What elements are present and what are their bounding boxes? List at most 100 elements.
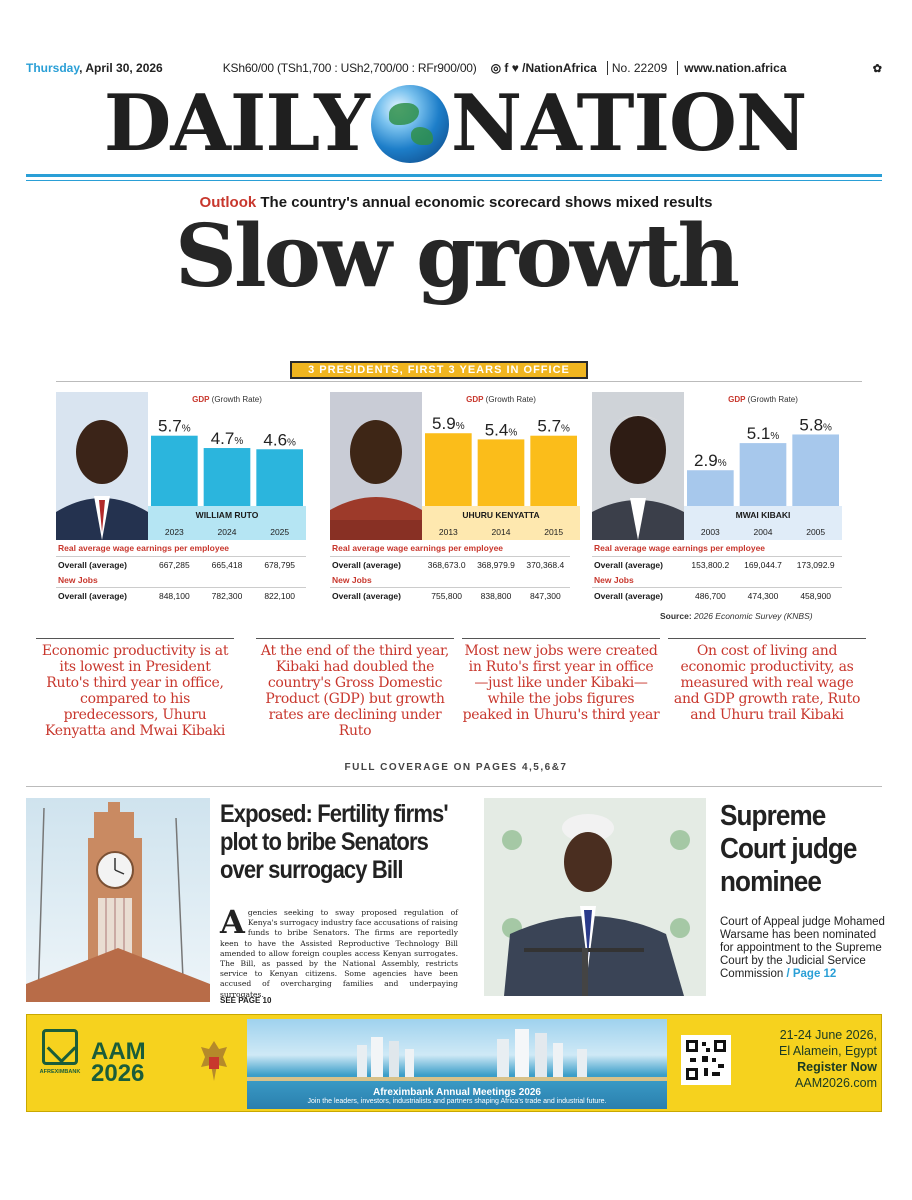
gdp-chart-ruto: GDP (Growth Rate) 5.7% 4.7% 4.6% WILLIAM R… xyxy=(148,392,306,540)
gdp-chart-uhuru: GDP (Growth Rate) 5.9% 5.4% 5.7% UHURU KEN… xyxy=(422,392,580,540)
pull-quote: Most new jobs were created in Ruto's fir… xyxy=(462,638,660,723)
coverage-note: FULL COVERAGE ON PAGES 4,5,6&7 xyxy=(344,762,568,773)
story-headline[interactable]: Supreme Court judge nominee xyxy=(720,800,857,898)
website-link[interactable]: www.nation.africa xyxy=(677,61,787,75)
infographic-title: 3 PRESIDENTS, FIRST 3 YEARS IN OFFICE xyxy=(290,361,588,379)
jobs-row: Overall (average) 755,800 838,800 847,300 xyxy=(330,587,570,604)
gdp-bar xyxy=(687,470,734,506)
gdp-value-label: 5.9% xyxy=(432,414,465,433)
afreximbank-logo: AFREXIMBANK xyxy=(35,1029,85,1099)
year-band xyxy=(422,506,580,540)
jobs-row: Overall (average) 848,100 782,300 822,100 xyxy=(56,587,306,604)
gdp-bars: 5.7% 4.7% 4.6% xyxy=(148,417,306,540)
gdp-value-label: 4.7% xyxy=(211,429,244,448)
kicker: Outlook The country's annual economic sc… xyxy=(0,194,912,211)
gdp-value-label: 2.9% xyxy=(694,451,727,470)
masthead-nation: NATION xyxy=(450,78,807,169)
edition-date: Thursday, April 30, 2026 xyxy=(26,61,163,75)
social-handles: ◎ f ♥ /NationAfrica xyxy=(490,61,597,75)
year-label: 2015 xyxy=(544,527,564,537)
portrait-photo xyxy=(56,392,148,540)
gdp-value-label: 5.7% xyxy=(158,417,191,436)
gdp-value-label: 4.6% xyxy=(263,430,296,449)
masthead: DAILY NATION xyxy=(60,78,850,170)
wage-row: Overall (average) 368,673.0 368,979.9 370,… xyxy=(330,556,570,573)
gdp-bar xyxy=(739,443,787,506)
year-label: 2013 xyxy=(438,527,458,537)
parliament-tower-photo xyxy=(26,798,210,1002)
chart-title: GDP (Growth Rate) xyxy=(192,395,262,404)
portrait-photo xyxy=(330,392,422,540)
eagle-emblem-icon xyxy=(199,1039,229,1083)
portrait-photo xyxy=(592,392,684,540)
jobs-heading: New Jobs xyxy=(594,575,634,585)
year-label: 2003 xyxy=(700,527,720,537)
wage-row: Overall (average) 153,800.2 169,044.7 173,… xyxy=(592,556,842,573)
gdp-bar xyxy=(530,435,577,506)
jobs-row: Overall (average) 486,700 474,300 458,900 xyxy=(592,587,842,604)
gdp-chart-kibaki: GDP (Growth Rate) 2.9% 5.1% 5.8% MWAI KIBA… xyxy=(684,392,842,540)
kicker-label: Outlook xyxy=(199,194,257,211)
gdp-value-label: 5.8% xyxy=(799,415,832,434)
gdp-bars: 5.9% 5.4% 5.7% xyxy=(422,414,580,540)
year-labels: 2023 2024 2025 xyxy=(148,524,306,540)
president-name: WILLIAM RUTO xyxy=(195,510,259,520)
year-band xyxy=(684,506,842,540)
gdp-bar xyxy=(792,434,839,506)
jobs-heading: New Jobs xyxy=(332,575,372,585)
story-headline[interactable]: Exposed: Fertility firms' plot to bribe … xyxy=(220,800,449,884)
chart-title: GDP (Growth Rate) xyxy=(728,395,798,404)
gdp-value-label: 5.7% xyxy=(537,417,570,436)
gdp-bars: 2.9% 5.1% 5.8% xyxy=(684,415,842,540)
year-labels: 2013 2014 2015 xyxy=(422,524,580,540)
section-divider xyxy=(26,786,882,787)
pull-quote: At the end of the third year, Kibaki had… xyxy=(256,638,454,739)
year-label: 2023 xyxy=(164,527,184,537)
city-skyline-image: Afreximbank Annual Meetings 2026 Join th… xyxy=(247,1019,667,1109)
gear-icon: ✿ xyxy=(872,62,882,75)
cover-price: KSh60/00 (TSh1,700 : USh2,700/00 : RFr90… xyxy=(222,61,477,75)
chart-source: Source: 2026 Economic Survey (KNBS) xyxy=(660,611,813,621)
register-cta[interactable]: Register Now xyxy=(797,1060,877,1074)
issue-number: No. 22209 xyxy=(606,61,667,75)
year-label: 2004 xyxy=(753,527,773,537)
chart-title: GDP (Growth Rate) xyxy=(466,395,536,404)
gdp-bar xyxy=(203,448,251,506)
page-headline: Slow growth xyxy=(174,206,740,307)
pull-quote: On cost of living and economic productiv… xyxy=(668,638,866,723)
wage-heading: Real average wage earnings per employee xyxy=(58,543,230,553)
masthead-rule xyxy=(26,174,882,177)
jobs-heading: New Jobs xyxy=(58,575,98,585)
masthead-daily: DAILY xyxy=(103,78,370,169)
masthead-rule-thin xyxy=(26,180,882,181)
gdp-bar xyxy=(477,439,525,506)
wage-row: Overall (average) 667,285 665,418 678,795 xyxy=(56,556,306,573)
afreximbank-ad-banner[interactable]: AFREXIMBANK AAM 2026 Afreximbank Annual M… xyxy=(26,1014,882,1112)
qr-code-icon[interactable] xyxy=(681,1035,731,1085)
globe-icon xyxy=(370,85,449,163)
judge-photo xyxy=(484,798,706,996)
gdp-value-label: 5.1% xyxy=(747,424,780,443)
aam-logo-text: AAM 2026 xyxy=(91,1038,146,1087)
year-band xyxy=(148,506,306,540)
gdp-bar xyxy=(151,435,198,506)
president-name: MWAI KIBAKI xyxy=(735,510,791,520)
president-name: UHURU KENYATTA xyxy=(462,510,540,520)
year-label: 2014 xyxy=(491,527,511,537)
year-labels: 2003 2004 2005 xyxy=(684,524,842,540)
ad-caption: Afreximbank Annual Meetings 2026 Join th… xyxy=(307,1087,607,1105)
infographic-rule xyxy=(56,381,862,382)
gdp-bar xyxy=(256,449,303,506)
ad-url[interactable]: AAM2026.com xyxy=(795,1076,877,1090)
year-label: 2024 xyxy=(217,527,237,537)
gdp-bar xyxy=(425,433,472,506)
story-body: Court of Appeal judge Mohamed Warsame ha… xyxy=(720,916,885,980)
page-link[interactable]: / Page 12 xyxy=(783,968,837,980)
see-page-link[interactable]: SEE PAGE 10 xyxy=(220,996,272,1005)
year-label: 2025 xyxy=(270,527,290,537)
wage-heading: Real average wage earnings per employee xyxy=(332,543,504,553)
wage-heading: Real average wage earnings per employee xyxy=(594,543,766,553)
top-strip: Thursday, April 30, 2026 KSh60/00 (TSh1,… xyxy=(26,58,882,78)
kicker-text: The country's annual economic scorecard … xyxy=(256,194,713,211)
